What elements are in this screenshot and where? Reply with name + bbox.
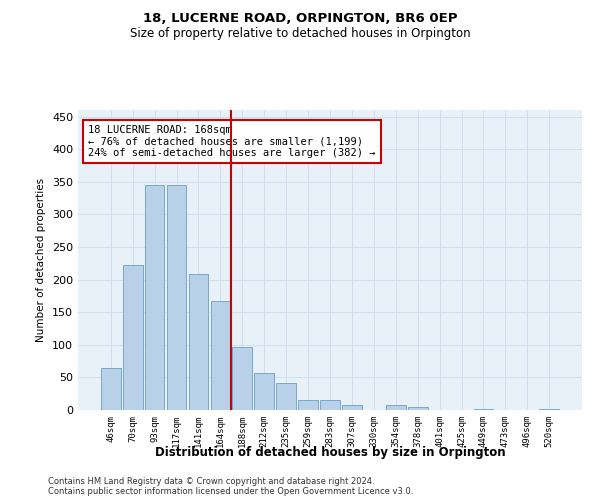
Bar bbox=[145, 185, 164, 410]
Text: Size of property relative to detached houses in Orpington: Size of property relative to detached ho… bbox=[130, 28, 470, 40]
Bar bbox=[386, 406, 406, 410]
Bar bbox=[342, 406, 362, 410]
Text: 18, LUCERNE ROAD, ORPINGTON, BR6 0EP: 18, LUCERNE ROAD, ORPINGTON, BR6 0EP bbox=[143, 12, 457, 26]
Bar bbox=[320, 400, 340, 410]
Bar bbox=[254, 373, 274, 410]
Bar bbox=[188, 274, 208, 410]
Bar bbox=[167, 185, 187, 410]
Bar bbox=[298, 400, 318, 410]
Bar bbox=[473, 408, 493, 410]
Text: Distribution of detached houses by size in Orpington: Distribution of detached houses by size … bbox=[155, 446, 505, 459]
Bar bbox=[232, 346, 252, 410]
Bar bbox=[123, 265, 143, 410]
Text: Contains public sector information licensed under the Open Government Licence v3: Contains public sector information licen… bbox=[48, 487, 413, 496]
Bar bbox=[276, 384, 296, 410]
Y-axis label: Number of detached properties: Number of detached properties bbox=[37, 178, 46, 342]
Bar bbox=[408, 408, 428, 410]
Text: 18 LUCERNE ROAD: 168sqm
← 76% of detached houses are smaller (1,199)
24% of semi: 18 LUCERNE ROAD: 168sqm ← 76% of detache… bbox=[88, 125, 376, 158]
Bar bbox=[211, 301, 230, 410]
Text: Contains HM Land Registry data © Crown copyright and database right 2024.: Contains HM Land Registry data © Crown c… bbox=[48, 477, 374, 486]
Bar bbox=[101, 368, 121, 410]
